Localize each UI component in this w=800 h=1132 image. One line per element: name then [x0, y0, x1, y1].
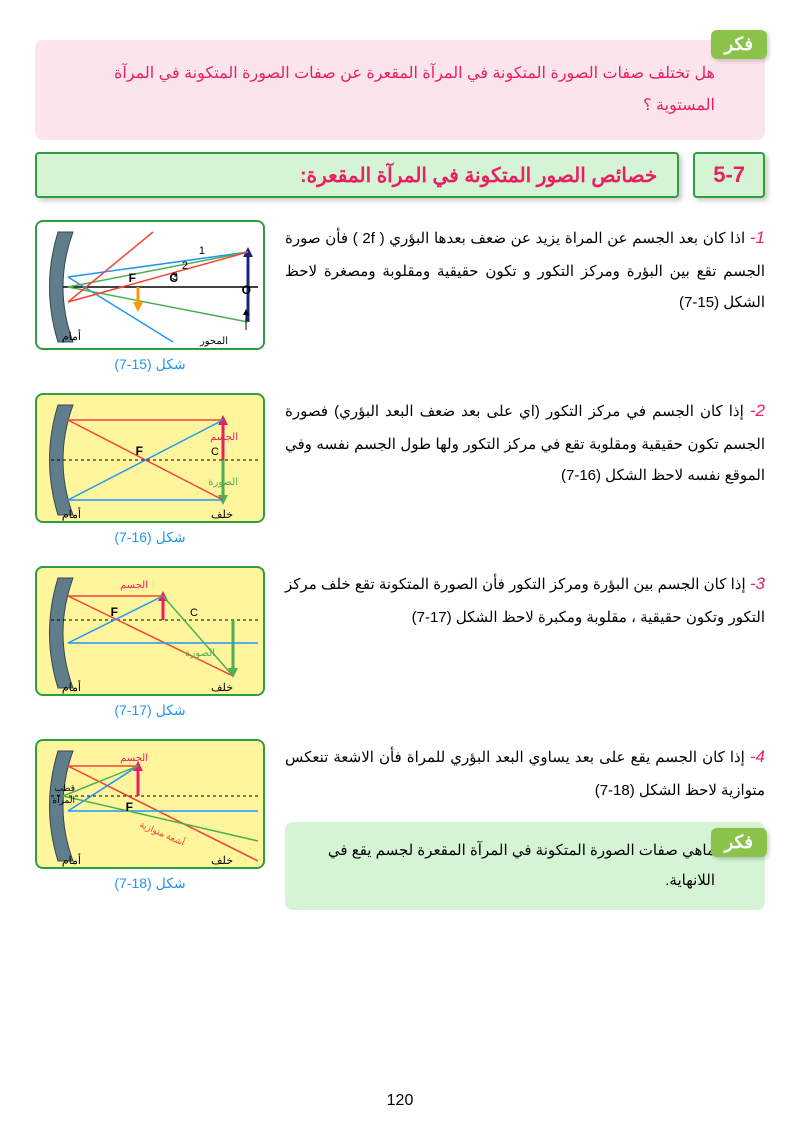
diagram-1-svg: F C O 1 2 3 أمام المحور	[35, 222, 263, 350]
svg-text:الصورة: الصورة	[208, 477, 238, 488]
figure-1: F C O 1 2 3 أمام المحور شكل (15-7)	[35, 220, 265, 373]
svg-text:خلف: خلف	[211, 682, 233, 694]
diagram-3: F C أمام خلف الجسم الصورة	[35, 566, 265, 696]
svg-text:قطب: قطب	[54, 783, 75, 793]
figure-3: F C أمام خلف الجسم الصورة شكل (17-7)	[35, 566, 265, 719]
figure-4: F أمام خلف الجسم أشعة متوازية قطب المرآة…	[35, 739, 265, 892]
figure-3-caption: شكل (17-7)	[35, 702, 265, 719]
item-1-text: 1- اذا كان بعد الجسم عن المراة يزيد عن ض…	[285, 220, 765, 319]
think-box-2: فكر ماهي صفات الصورة المتكونة في المرآة …	[285, 822, 765, 910]
item-2-text: 2- إذا كان الجسم في مركز التكور (اي على …	[285, 393, 765, 492]
svg-text:C: C	[190, 607, 198, 619]
svg-text:خلف: خلف	[211, 855, 233, 867]
svg-text:المحور: المحور	[199, 336, 228, 347]
svg-text:C: C	[211, 446, 219, 458]
svg-text:الجسم: الجسم	[120, 753, 148, 764]
figure-2: F C أمام خلف الجسم الصورة شكل (16-7)	[35, 393, 265, 546]
diagram-4-svg: F أمام خلف الجسم أشعة متوازية قطب المرآة	[35, 741, 263, 869]
svg-text:2: 2	[182, 260, 188, 272]
item-3-text: 3- إذا كان الجسم بين البؤرة ومركز التكور…	[285, 566, 765, 633]
think-text-2: ماهي صفات الصورة المتكونة في المرآة المق…	[299, 836, 715, 896]
think-box-1: فكر هل تختلف صفات الصورة المتكونة في الم…	[35, 40, 765, 140]
figure-4-caption: شكل (18-7)	[35, 875, 265, 892]
svg-text:F: F	[129, 271, 136, 285]
svg-text:المرآة: المرآة	[52, 794, 75, 806]
svg-text:أمام: أمام	[62, 329, 81, 343]
page-number: 120	[387, 1092, 414, 1110]
think-label-2: فكر	[711, 828, 767, 857]
svg-text:الجسم: الجسم	[210, 432, 238, 443]
figure-1-caption: شكل (15-7)	[35, 356, 265, 373]
diagram-1: F C O 1 2 3 أمام المحور	[35, 220, 265, 350]
think-label-1: فكر	[711, 30, 767, 59]
svg-text:أمام: أمام	[62, 680, 81, 694]
svg-text:F: F	[111, 605, 118, 619]
svg-text:F: F	[136, 444, 143, 458]
diagram-3-svg: F C أمام خلف الجسم الصورة	[35, 568, 263, 696]
svg-text:1: 1	[199, 245, 205, 257]
diagram-2: F C أمام خلف الجسم الصورة	[35, 393, 265, 523]
diagram-4: F أمام خلف الجسم أشعة متوازية قطب المرآة	[35, 739, 265, 869]
item-4-text: 4- إذا كان الجسم يقع على بعد يساوي البعد…	[285, 739, 765, 806]
section-number: 5-7	[693, 152, 765, 198]
svg-text:أمام: أمام	[62, 507, 81, 521]
item-3: 3- إذا كان الجسم بين البؤرة ومركز التكور…	[35, 566, 765, 719]
item-1: 1- اذا كان بعد الجسم عن المراة يزيد عن ض…	[35, 220, 765, 373]
figure-2-caption: شكل (16-7)	[35, 529, 265, 546]
svg-text:الصورة: الصورة	[185, 648, 215, 659]
item-4-row: 4- إذا كان الجسم يقع على بعد يساوي البعد…	[35, 739, 765, 910]
item-2: 2- إذا كان الجسم في مركز التكور (اي على …	[35, 393, 765, 546]
svg-text:الجسم: الجسم	[120, 580, 148, 591]
diagram-2-svg: F C أمام خلف الجسم الصورة	[35, 395, 263, 523]
section-header: 5-7 خصائص الصور المتكونة في المرآة المقع…	[35, 152, 765, 198]
svg-text:O: O	[242, 283, 251, 297]
svg-text:أمام: أمام	[62, 853, 81, 867]
svg-text:خلف: خلف	[211, 509, 233, 521]
svg-text:F: F	[126, 800, 133, 814]
section-title: خصائص الصور المتكونة في المرآة المقعرة:	[35, 152, 679, 198]
think-text-1: هل تختلف صفات الصورة المتكونة في المرآة …	[55, 58, 745, 122]
svg-text:3: 3	[172, 271, 178, 283]
